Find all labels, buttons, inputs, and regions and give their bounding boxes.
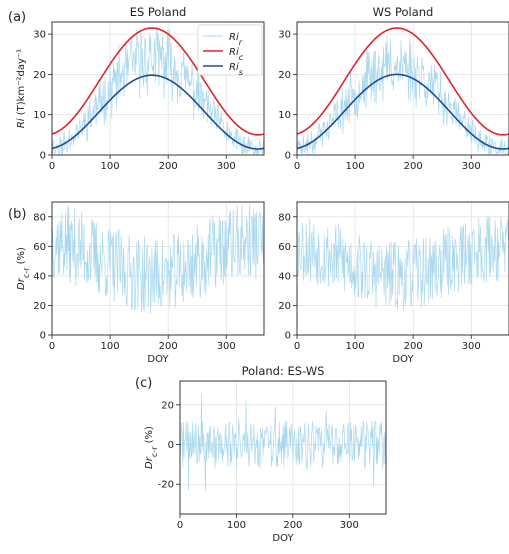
plot-frame — [179, 380, 387, 515]
y-axis-label: Drc-r (%) — [144, 426, 159, 469]
series-line-ri-s — [51, 74, 265, 150]
series-line-dr — [51, 204, 265, 314]
chart-title: Poland: ES-WS — [242, 364, 325, 378]
plot-frame — [51, 201, 265, 336]
y-tick-label: 20 — [33, 70, 46, 81]
y-tick-label: 10 — [278, 110, 291, 121]
x-tick-label: 0 — [294, 161, 300, 172]
chart-title: ES Poland — [130, 5, 187, 19]
x-tick-label: 300 — [217, 161, 236, 172]
series-line-ri-r — [296, 36, 509, 155]
y-tick-label: -20 — [158, 480, 174, 491]
series-line-diff — [179, 393, 387, 492]
x-tick-label: 200 — [283, 520, 302, 531]
series-line-ri-c — [296, 27, 509, 136]
x-tick-label: 0 — [49, 161, 55, 172]
series-line-dr — [296, 215, 509, 311]
chart-c: 0 100 200 300 -20 0 20 Poland: ES-WS DOY Drc-r (%… — [144, 364, 387, 544]
x-tick-label: 100 — [101, 341, 120, 352]
legend-label: Ric — [229, 47, 244, 62]
x-tick-label: 0 — [49, 341, 55, 352]
x-tick-label: 200 — [404, 161, 423, 172]
x-axis-label: DOY — [392, 354, 414, 365]
plot-frame — [51, 21, 265, 156]
x-tick-label: 200 — [159, 341, 178, 352]
plot-frame — [296, 21, 509, 156]
y-tick-label: 20 — [278, 301, 291, 312]
y-tick-label: 0 — [40, 331, 46, 342]
y-tick-label: 0 — [40, 151, 46, 162]
x-tick-label: 100 — [101, 161, 120, 172]
chart-a_ws: 0 100 200 300 0 10 20 30 WS Poland — [278, 5, 509, 172]
series-line-ri-s — [296, 73, 509, 150]
panel-label-b: (b) — [8, 207, 26, 222]
y-tick-label: 60 — [278, 242, 291, 253]
series-line-ri-c — [51, 27, 265, 136]
x-axis-label: DOY — [272, 533, 294, 544]
x-tick-label: 100 — [346, 341, 365, 352]
x-tick-label: 200 — [404, 341, 423, 352]
x-tick-label: 0 — [294, 341, 300, 352]
y-tick-label: 0 — [168, 440, 174, 451]
y-tick-label: 40 — [33, 271, 46, 282]
x-tick-label: 300 — [462, 341, 481, 352]
y-tick-label: 80 — [33, 212, 46, 223]
y-tick-label: 0 — [285, 331, 291, 342]
x-tick-label: 200 — [159, 161, 178, 172]
chart-b_es: 0 100 200 300 0 20 40 60 80 DOY Drc-r (%) — [16, 201, 265, 365]
y-tick-label: 80 — [278, 212, 291, 223]
x-tick-label: 100 — [346, 161, 365, 172]
plot-frame — [296, 201, 509, 336]
chart-title: WS Poland — [373, 5, 434, 19]
y-tick-label: 0 — [285, 151, 291, 162]
y-tick-label: 30 — [33, 30, 46, 41]
y-tick-label: 30 — [278, 30, 291, 41]
series-line-ri-r — [52, 25, 265, 155]
y-tick-label: 10 — [33, 110, 46, 121]
y-axis-label: Drc-r (%) — [16, 247, 31, 290]
x-tick-label: 100 — [227, 520, 246, 531]
x-tick-label: 300 — [340, 520, 359, 531]
legend-label: Rir — [229, 32, 243, 47]
y-tick-label: 40 — [278, 271, 291, 282]
y-tick-label: 20 — [33, 301, 46, 312]
panel-label-a: (a) — [8, 10, 26, 25]
chart-a_es: 0 100 200 300 0 10 20 30 ES Poland Ri (T)km⁻²day⁻… — [16, 5, 265, 172]
x-axis-label: DOY — [147, 354, 169, 365]
y-tick-label: 20 — [278, 70, 291, 81]
x-tick-label: 300 — [217, 341, 236, 352]
panel-label-c: (c) — [135, 376, 152, 391]
legend-box — [197, 24, 263, 76]
y-tick-label: 60 — [33, 242, 46, 253]
chart-b_ws: 0 100 200 300 0 20 40 60 80 DOY — [278, 201, 509, 365]
y-axis-label: Ri (T)km⁻²day⁻¹ — [16, 49, 27, 128]
x-tick-label: 300 — [462, 161, 481, 172]
x-tick-label: 0 — [177, 520, 183, 531]
y-tick-label: 20 — [161, 400, 174, 411]
legend-label: Ris — [229, 62, 243, 77]
